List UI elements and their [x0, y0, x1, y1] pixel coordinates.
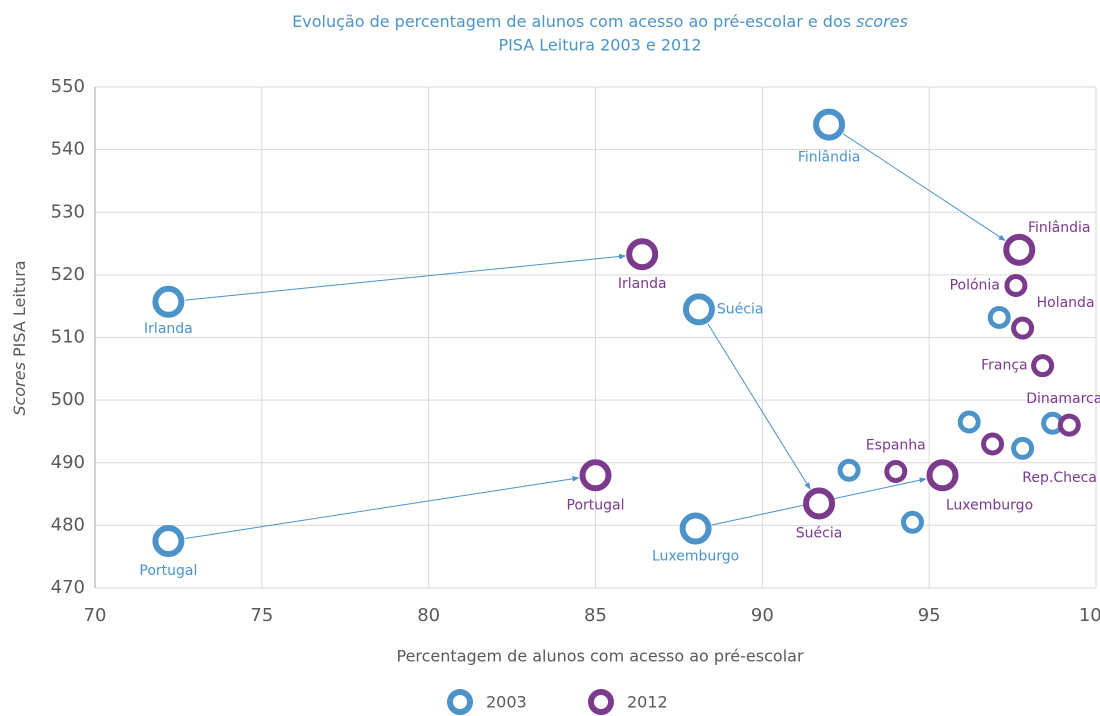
x-tick-label: 100: [1079, 605, 1100, 626]
chart-title: Evolução de percentagem de alunos com ac…: [292, 12, 908, 31]
point: [1011, 316, 1035, 340]
point-label: Portugal: [139, 563, 197, 579]
y-tick-label: 490: [51, 452, 85, 473]
point-label: Irlanda: [144, 321, 193, 337]
point-label: Luxemburgo: [946, 497, 1033, 513]
point: [1031, 354, 1055, 378]
arrows: [185, 133, 1006, 539]
point-label: Finlândia: [798, 150, 861, 166]
arrow: [707, 323, 811, 490]
point: [679, 512, 712, 545]
y-tick-label: 540: [51, 139, 85, 160]
arrow: [842, 133, 1006, 241]
point: [926, 459, 959, 492]
point-label: Dinamarca: [1026, 391, 1100, 407]
y-tick-label: 480: [51, 514, 85, 535]
point: [626, 238, 659, 271]
arrow: [185, 253, 626, 301]
point-label: Holanda: [1037, 295, 1095, 311]
point: [579, 459, 612, 492]
point: [1004, 274, 1028, 298]
x-tick-label: 70: [84, 605, 107, 626]
y-axis-label: Scores PISA Leitura: [10, 260, 29, 415]
point-label: Suécia: [796, 525, 843, 541]
x-tick-label: 90: [751, 605, 774, 626]
point: [813, 108, 846, 141]
arrow: [185, 476, 580, 539]
legend-marker: [447, 689, 473, 715]
point: [682, 293, 715, 326]
y-label-italic: Scores: [10, 362, 29, 416]
point-label: Suécia: [717, 301, 764, 317]
y-tick-label: 510: [51, 327, 85, 348]
point-label: Rep.Checa: [1022, 470, 1097, 486]
point-label: Portugal: [567, 497, 625, 513]
point-label: Luxemburgo: [652, 549, 739, 565]
point: [152, 525, 185, 558]
point: [1011, 436, 1035, 460]
x-axis-label: Percentagem de alunos com acesso ao pré-…: [396, 647, 803, 666]
point: [987, 305, 1011, 329]
x-tick-label: 80: [417, 605, 440, 626]
legend-label: 2012: [627, 693, 668, 712]
x-tick-label: 75: [250, 605, 273, 626]
y-tick-label: 550: [51, 76, 85, 97]
x-tick-label: 85: [584, 605, 607, 626]
point-label: Espanha: [866, 438, 926, 454]
marks: Portugal Irlanda Luxemburgo Suécia Finlândia…: [139, 108, 1100, 579]
y-tick-label: 500: [51, 389, 85, 410]
y-tick-label: 520: [51, 264, 85, 285]
point: [152, 285, 185, 318]
x-tick-label: 95: [918, 605, 941, 626]
point: [981, 432, 1005, 456]
y-label-text: PISA Leitura: [10, 260, 29, 357]
legend-label: 2003: [486, 693, 527, 712]
point: [1057, 413, 1081, 437]
point-label: Irlanda: [618, 276, 667, 292]
point: [900, 510, 924, 534]
title-italic: scores: [856, 12, 908, 31]
chart-subtitle: PISA Leitura 2003 e 2012: [498, 36, 701, 55]
y-tick-label: 470: [51, 577, 85, 598]
grid: 470 480 490 500 510 520 530 540 550 70 75 80 85 90 95 1…: [51, 76, 1100, 626]
point-label: França: [981, 358, 1028, 374]
point: [803, 487, 836, 520]
point-label: Polónia: [950, 278, 1000, 294]
y-tick-label: 530: [51, 201, 85, 222]
legend-marker: [588, 689, 614, 715]
point-label: Finlândia: [1028, 220, 1091, 236]
point: [884, 460, 908, 484]
point: [957, 410, 981, 434]
point: [837, 458, 861, 482]
title-text: Evolução de percentagem de alunos com ac…: [292, 12, 851, 31]
legend: 2003 2012: [447, 689, 668, 715]
point: [1003, 233, 1036, 266]
